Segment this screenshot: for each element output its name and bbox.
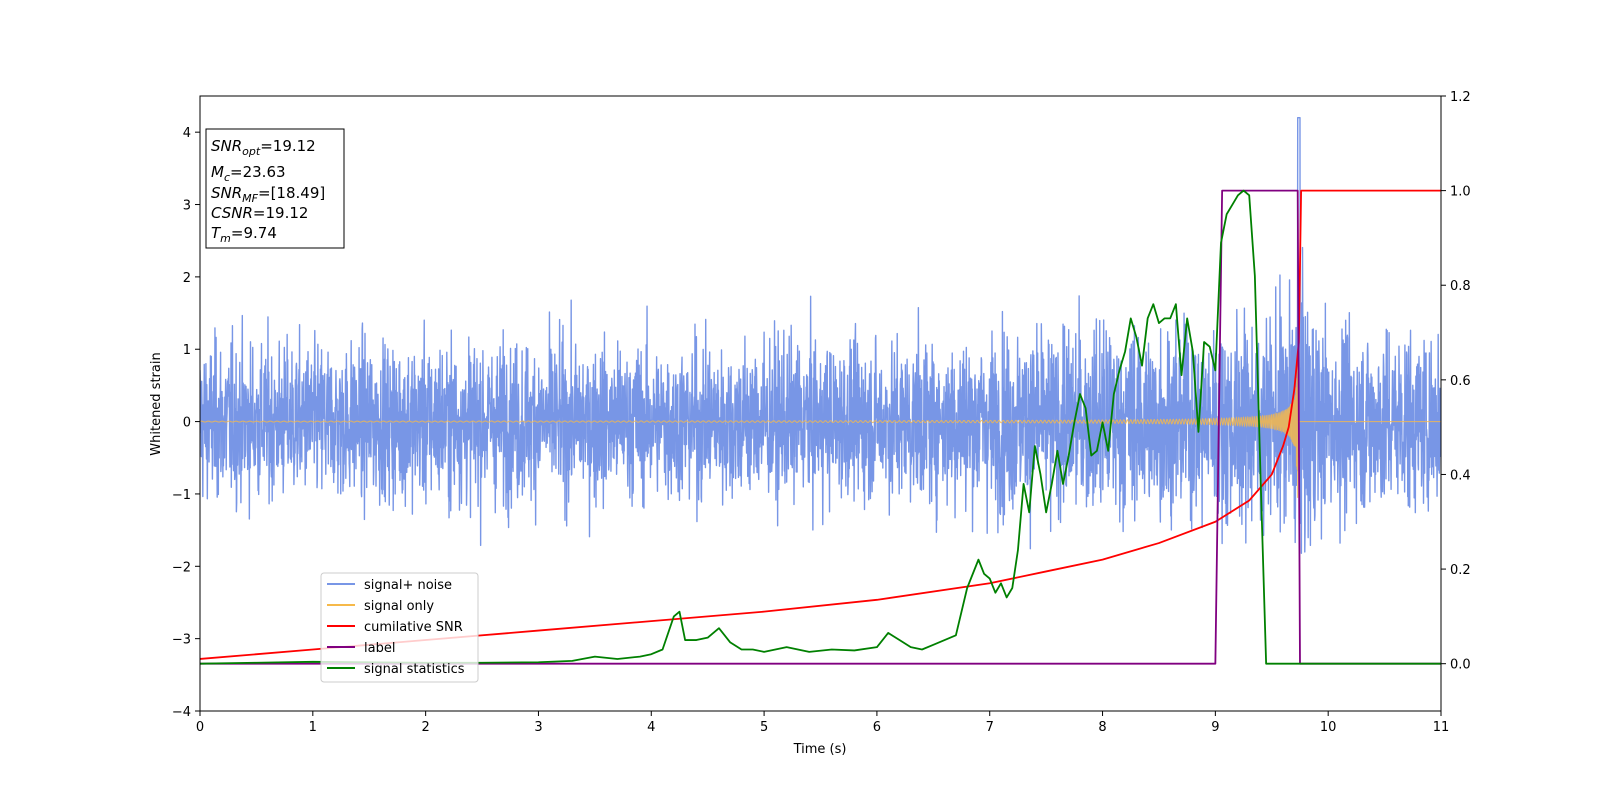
x-axis: 0 1 2 3 4 5 6 7 8 9 10 11 [196,711,1449,735]
y-axis-left: 4 3 2 1 0 −1 −2 −3 −4 [172,126,200,720]
x-tick-label: 0 [196,720,204,735]
y-tick-label: 4 [183,126,191,141]
x-tick-label: 7 [986,720,994,735]
legend: signal+ noise signal only cumilative SNR… [320,572,479,683]
info-snr-mf: SNRMF=[18.49] [211,184,325,205]
info-snr-opt: SNRopt=19.12 [211,137,316,158]
series-signal-statistics [200,189,1441,665]
y-tick-label: −1 [172,488,191,503]
y-axis-right: 1.2 1.0 0.8 0.6 0.4 0.2 0.0 [1441,90,1471,673]
legend-label-signal-noise: signal+ noise [364,578,452,593]
plot-frame [199,95,1442,712]
info-box: SNRopt=19.12 Mc=23.63 SNRMF=[18.49] CSNR… [205,128,345,249]
y-tick-label: −2 [172,560,191,575]
series-signal-only [200,277,1441,498]
y-tick-label: 2 [183,271,191,286]
x-tick-label: 5 [760,720,768,735]
y-tick-label: −4 [172,705,191,720]
plot-series-layer [200,117,1441,665]
x-tick-label: 1 [309,720,317,735]
y2-tick-label: 0.6 [1450,374,1471,389]
x-axis-label: Time (s) [793,742,847,757]
y2-tick-label: 0.4 [1450,468,1471,483]
legend-label-label: label [364,641,395,656]
y2-tick-label: 1.2 [1450,90,1471,105]
series-signal-noise [200,117,1441,554]
info-merger-time: Tm=9.74 [211,224,277,245]
legend-label-signal-statistics: signal statistics [364,662,465,677]
x-tick-label: 6 [873,720,881,735]
y-tick-label: 3 [183,199,191,214]
legend-frame [320,572,479,683]
x-tick-label: 2 [421,720,429,735]
info-box-frame [205,128,345,249]
info-csnr: CSNR=19.12 [211,204,308,222]
y2-tick-label: 1.0 [1450,185,1471,200]
y-tick-label: 0 [183,416,191,431]
series-cumulative-snr [200,189,1441,660]
y-axis-label: Whitened strain [149,352,164,455]
x-tick-label: 4 [647,720,655,735]
x-tick-label: 11 [1433,720,1450,735]
y-tick-label: −3 [172,633,191,648]
y-tick-label: 1 [183,343,191,358]
x-tick-label: 8 [1098,720,1106,735]
y2-tick-label: 0.0 [1450,658,1471,673]
x-tick-label: 9 [1211,720,1219,735]
x-tick-label: 3 [534,720,542,735]
y2-tick-label: 0.8 [1450,279,1471,294]
x-tick-label: 10 [1320,720,1337,735]
legend-label-cumulative-snr: cumilative SNR [364,620,463,635]
y2-tick-label: 0.2 [1450,563,1471,578]
info-chirp-mass: Mc=23.63 [211,163,286,184]
legend-label-signal-only: signal only [364,599,434,614]
